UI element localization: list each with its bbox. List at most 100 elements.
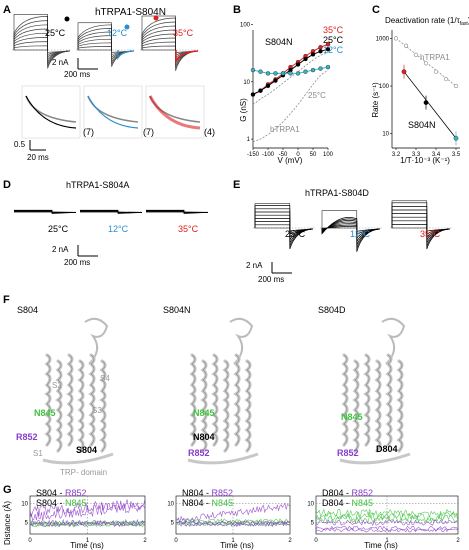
panel-g-x-tick-label: 0 (314, 538, 318, 544)
panel-a-marker-35 (153, 15, 159, 21)
panel-a-temp-12: 12°C (107, 28, 128, 38)
panel-g-ylabel: Distance (Å) (3, 501, 12, 545)
panel-a-norm-scale-amp: 0.5 (14, 140, 26, 149)
panel-f-helix-edge (101, 360, 106, 452)
panel-a-scale-time: 200 ms (64, 70, 90, 79)
panel-a-35-trace-trace (141, 37, 199, 59)
panel-g-1-line1: S804 - R852 (36, 488, 87, 498)
panel-b-point (303, 56, 308, 62)
panel-f-label-s3: S3 (92, 406, 102, 415)
panel-c-wt-point (453, 83, 459, 89)
panel-g-x-tick-label: 1 (385, 538, 389, 544)
panel-f-title-2: S804N (163, 305, 191, 315)
panel-f-helix-edge (387, 354, 392, 446)
panel-a-35-highlight (175, 50, 199, 64)
panel-d-temp-35: 35°C (178, 224, 199, 234)
panel-f-helix-edge (202, 360, 207, 452)
panel-a-12-highlight (117, 50, 135, 61)
panel-e-25-trace-outer-trace (254, 203, 291, 229)
panel-g-x-tick-label: 2 (456, 538, 460, 544)
panel-c-wt-point (393, 36, 399, 41)
panel-c-y-tick-label: 1000 (376, 36, 390, 42)
panel-e-temp-25: 25°C (285, 229, 306, 239)
panel-f-trp-domain (187, 452, 259, 465)
panel-a-35-trace-outer-trace (141, 15, 176, 51)
panel-f-structures (42, 317, 411, 465)
panel-e-current-traces (253, 200, 452, 252)
panel-a-25-trace-trace (13, 37, 71, 58)
panel-f-3-r852: R852 (337, 448, 359, 458)
panel-c-wt-point (433, 69, 439, 74)
panel-a-marker-12 (124, 24, 130, 30)
panel-a-marker-25 (64, 16, 70, 22)
panel-f-1-r852: R852 (16, 432, 38, 442)
panel-b-x-tick-label: -50 (279, 152, 288, 158)
panel-g-2-line2: N804 - N845 (182, 498, 233, 508)
panel-c-title: Deactivation rate (1/τfast) (385, 16, 469, 27)
panel-b-y-tick-label: 100 (240, 22, 251, 28)
panel-e-35-trace-outer-trace (391, 200, 428, 229)
panel-a-temp-25: 25°C (45, 28, 66, 38)
panel-d-scale-current: 2 nA (52, 245, 69, 254)
panel-b-x-tick-label: 0 (296, 152, 300, 158)
panel-g-r852-trace (315, 525, 459, 532)
panel-f-label-s2: S2 (52, 381, 62, 390)
panel-b-point (265, 71, 271, 76)
panel-a-scale-current: 2 nA (52, 58, 69, 67)
panel-g-letter: G (3, 484, 12, 496)
panel-g-r852-trace (29, 502, 146, 522)
panel-a-12-trace-outer-trace (77, 22, 112, 51)
panel-b-series-line (252, 52, 329, 105)
panel-c-wt-point (403, 43, 409, 48)
panel-a-norm-box (145, 85, 205, 139)
panel-d-trace (14, 209, 77, 214)
panel-b-ylabel: G (nS) (239, 98, 248, 122)
panel-g-r852-trace (175, 521, 291, 528)
panel-f-helix-edge (235, 354, 240, 446)
panel-f-3-res: D804 (376, 444, 398, 454)
panel-a-norm-box (21, 85, 81, 139)
panel-f-2-r852: R852 (188, 448, 210, 458)
panel-a-norm-mut (25, 95, 77, 129)
panel-g-n845-trace (29, 523, 146, 528)
panel-f-structure-s1 (42, 317, 114, 465)
panel-d-trace (146, 209, 209, 214)
panel-b-ref-label-25: 25°C (308, 91, 326, 100)
panel-b-point (318, 45, 323, 50)
panel-g-1-xlabel: Time (ns) (70, 541, 104, 550)
panel-b-point (325, 47, 331, 52)
panel-b-point (250, 67, 256, 73)
panel-b-x-tick-label: -150 (247, 152, 260, 158)
panel-b-point (295, 71, 301, 76)
panel-f-trp-domain (339, 452, 411, 465)
panel-g-y-tick-label: 10 (167, 502, 174, 508)
panel-c-wt-point (413, 52, 419, 58)
panel-e-35-trace-trace (391, 206, 451, 247)
panel-c-mut-point (401, 69, 407, 75)
panel-g-y-tick-label: 10 (21, 502, 28, 508)
panel-f-helix-edge (90, 354, 95, 446)
panel-f-loop (229, 317, 254, 365)
panel-f-helix-edge (79, 360, 84, 452)
panel-g-x-tick-label: 2 (143, 538, 147, 544)
panel-f-helix-edge (224, 360, 229, 452)
panel-b-point (318, 49, 323, 54)
panel-c-x-tick-label: 3.5 (452, 152, 461, 158)
panel-b-point (250, 92, 256, 97)
panel-a-count-25: (7) (83, 127, 94, 137)
panel-a-12-trace-trace (77, 38, 135, 59)
panel-c-y-tick-label: 10 (382, 132, 389, 138)
panel-d-temp-25: 25°C (48, 224, 69, 234)
panel-g-1-line2: S804 - N845 (36, 498, 87, 508)
panel-f-structure-s2 (187, 317, 259, 465)
panel-c-wt-point (443, 76, 449, 82)
panel-f-helix-edge (68, 354, 73, 446)
panel-a-norm-wt (25, 95, 77, 123)
panel-b-ref-label-wt: hTRPA1 (270, 125, 300, 134)
panel-b-chart: -150 -100 -50 0 50 100 1 10 100 (240, 22, 334, 158)
panel-d-current-traces (14, 209, 209, 214)
panel-b-point (325, 42, 331, 47)
panel-f-loop (84, 317, 109, 365)
panel-g-r852-trace (29, 498, 146, 518)
